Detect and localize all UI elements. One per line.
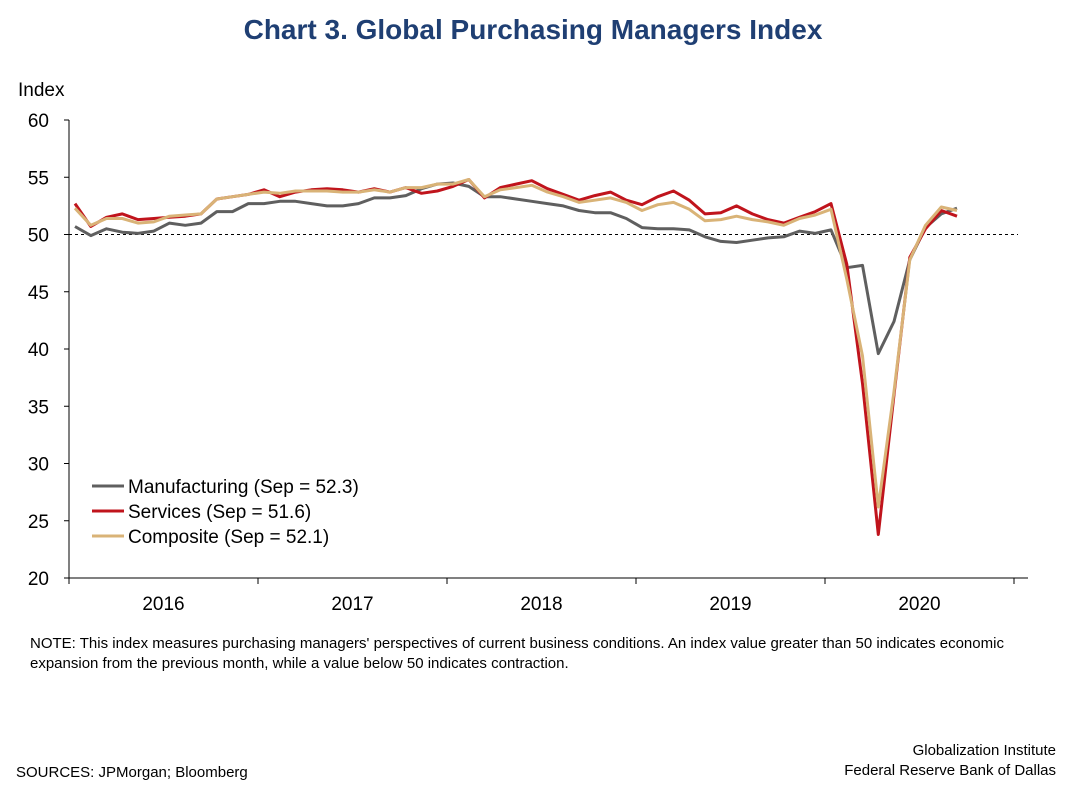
y-axis-label: Index bbox=[18, 80, 65, 101]
x-tick-label: 2020 bbox=[898, 594, 940, 615]
x-tick-label: 2018 bbox=[520, 594, 562, 615]
y-tick-label: 60 bbox=[28, 111, 49, 132]
chart-title: Chart 3. Global Purchasing Managers Inde… bbox=[243, 14, 823, 45]
y-tick-label: 20 bbox=[28, 569, 49, 590]
series-line-composite bbox=[73, 178, 958, 509]
x-tick-label: 2017 bbox=[331, 594, 373, 615]
y-tick-label: 45 bbox=[28, 283, 49, 304]
sources-text: SOURCES: JPMorgan; Bloomberg bbox=[16, 764, 248, 781]
legend-label-services: Services (Sep = 51.6) bbox=[128, 502, 311, 523]
y-axis: 20 25 30 35 40 45 50 55 60 bbox=[28, 111, 70, 590]
credit-line-institute: Globalization Institute bbox=[912, 742, 1056, 759]
note-text: NOTE: This index measures purchasing man… bbox=[30, 635, 1004, 672]
x-tick-label: 2019 bbox=[709, 594, 751, 615]
y-tick-label: 25 bbox=[28, 512, 49, 533]
credit-block: Globalization Institute Federal Reserve … bbox=[844, 741, 1056, 781]
x-axis: 2016 2017 2018 2019 2020 bbox=[68, 577, 1028, 615]
series-lines bbox=[73, 178, 958, 536]
y-tick-label: 30 bbox=[28, 455, 49, 476]
x-tick-label: 2016 bbox=[142, 594, 184, 615]
legend: Manufacturing (Sep = 52.3) Services (Sep … bbox=[92, 477, 359, 548]
legend-label-manufacturing: Manufacturing (Sep = 52.3) bbox=[128, 477, 359, 498]
y-tick-label: 55 bbox=[28, 168, 49, 189]
series-line-manufacturing bbox=[74, 181, 958, 356]
credit-line-bank: Federal Reserve Bank of Dallas bbox=[844, 762, 1056, 779]
legend-label-composite: Composite (Sep = 52.1) bbox=[128, 527, 329, 548]
y-tick-label: 35 bbox=[28, 397, 49, 418]
y-tick-label: 40 bbox=[28, 340, 49, 361]
y-tick-label: 50 bbox=[28, 226, 49, 247]
